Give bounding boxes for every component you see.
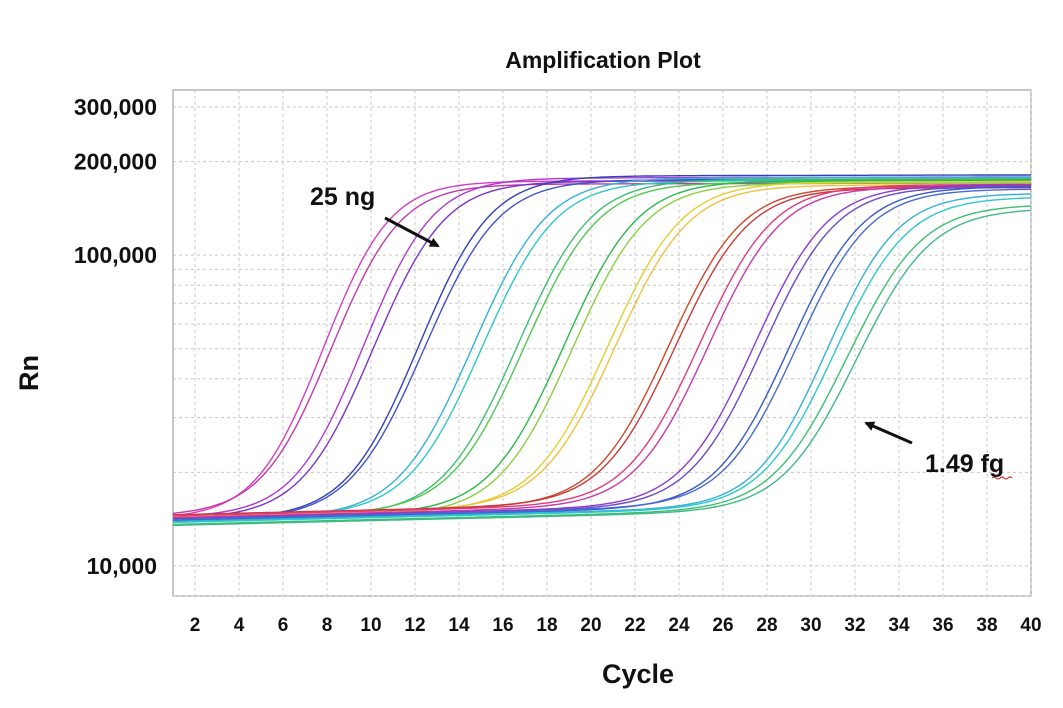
chart-title: Amplification Plot [505, 47, 701, 73]
amplification-curve [172, 205, 1032, 526]
annotation-25-ng-label: 25 ng [310, 183, 375, 211]
y-tick-label: 10,000 [87, 553, 157, 579]
amplification-curve [172, 185, 1032, 519]
amplification-curve [172, 183, 1032, 517]
plot-area [172, 89, 1032, 597]
x-axis-ticks: 2 4 6 8 10 12 14 16 18 20 22 24 26 28 30 32 34 36 38 40 [190, 615, 1042, 636]
x-tick-label: 8 [322, 615, 333, 636]
x-tick-label: 14 [448, 615, 470, 636]
annotation-1-49-fg-label: 1.49 fg [925, 450, 1004, 478]
amplification-curve [172, 193, 1032, 523]
x-tick-label: 30 [800, 615, 821, 636]
amplification-curve [172, 209, 1032, 527]
x-tick-label: 28 [756, 615, 777, 636]
annotation-25-ng-arrow [384, 216, 440, 248]
amplification-curve [172, 183, 1031, 518]
x-tick-label: 10 [360, 615, 381, 636]
y-tick-label: 100,000 [74, 242, 157, 268]
x-tick-label: 16 [492, 615, 513, 636]
y-tick-label: 300,000 [74, 94, 157, 120]
x-tick-label: 32 [844, 615, 865, 636]
amplification-curve [172, 184, 1031, 520]
x-tick-label: 2 [190, 615, 201, 636]
x-tick-label: 24 [668, 615, 690, 636]
x-tick-label: 6 [278, 615, 289, 636]
x-tick-label: 18 [536, 615, 557, 636]
x-tick-label: 38 [976, 615, 997, 636]
x-tick-label: 40 [1020, 615, 1041, 636]
y-tick-label: 200,000 [74, 149, 157, 175]
x-tick-label: 36 [932, 615, 953, 636]
annotation-1-49-fg-arrow [864, 421, 913, 445]
amplification-curves [172, 174, 1032, 527]
grid-lines [173, 90, 1032, 597]
amplification-curve [172, 197, 1032, 524]
x-axis-label: Cycle [602, 659, 674, 689]
x-tick-label: 34 [888, 615, 910, 636]
y-axis-label: Rn [14, 355, 44, 391]
x-tick-label: 12 [404, 615, 425, 636]
y-axis-ticks: 10,000 100,000 200,000 300,000 [74, 94, 157, 579]
x-tick-label: 20 [580, 615, 601, 636]
x-tick-label: 26 [712, 615, 733, 636]
x-tick-label: 22 [624, 615, 645, 636]
amplification-curve [172, 174, 1032, 521]
x-tick-label: 4 [234, 615, 245, 636]
spellcheck-underline [991, 476, 1013, 480]
amplification-curve [172, 188, 1032, 521]
